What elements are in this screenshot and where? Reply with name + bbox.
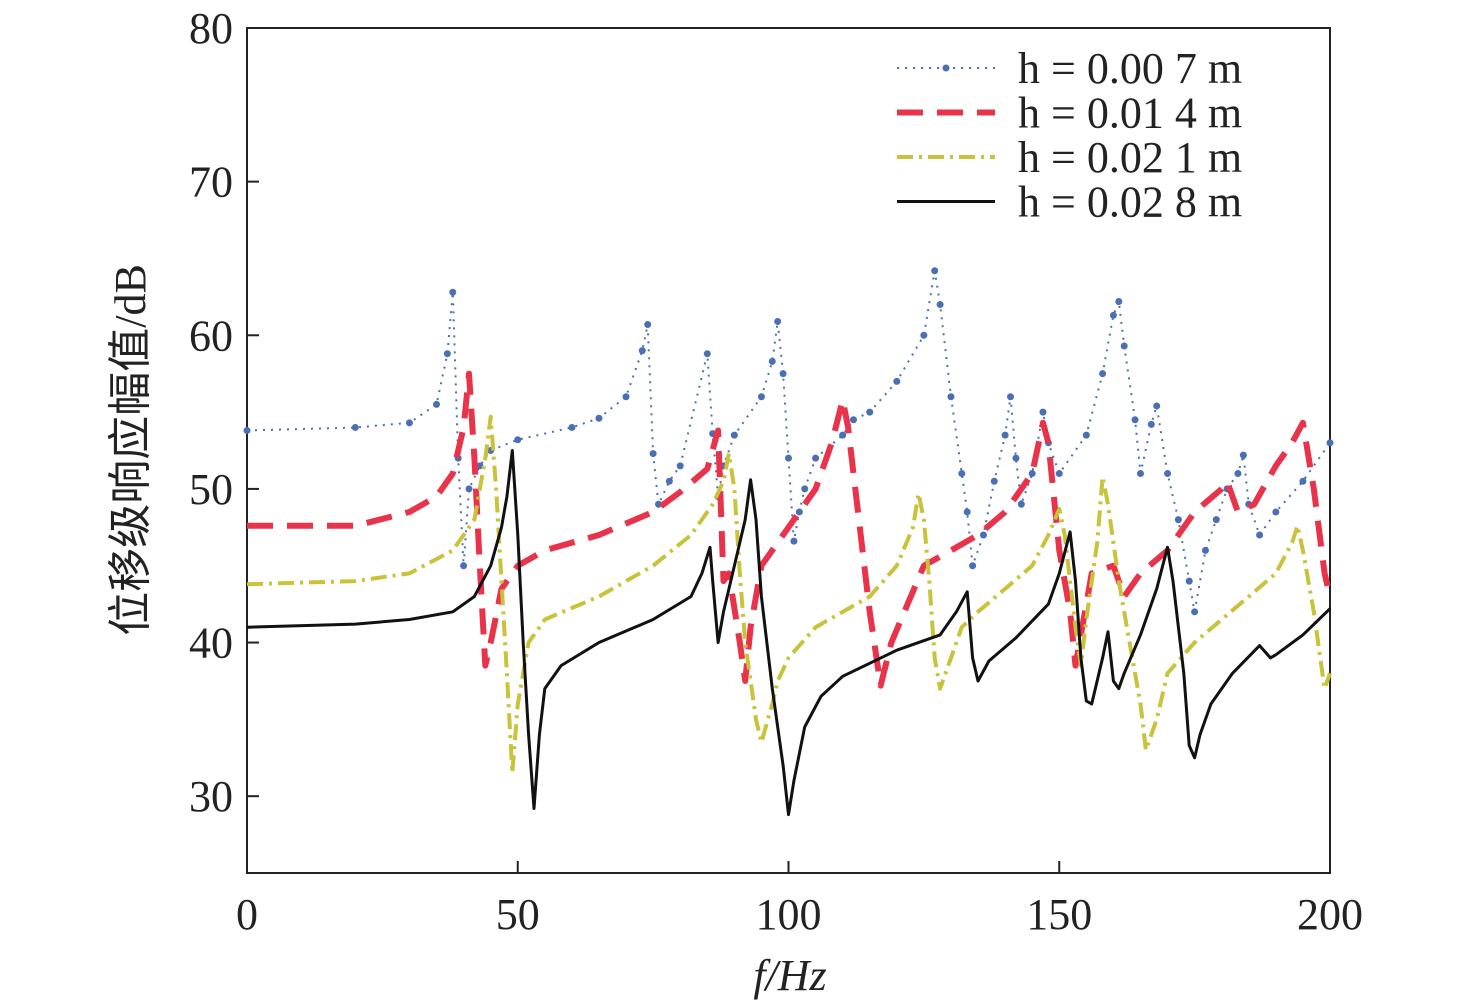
data-point (1239, 451, 1247, 459)
data-point (785, 454, 792, 462)
data-point (779, 370, 787, 378)
data-point (1164, 470, 1172, 478)
data-point (1115, 297, 1123, 305)
data-point (1039, 408, 1047, 416)
y-tick-label: 60 (189, 311, 233, 360)
data-point (644, 321, 652, 329)
data-point (622, 393, 630, 401)
legend-label: h = 0.00 7 m (1018, 44, 1242, 93)
data-point (514, 436, 522, 444)
data-point (1007, 393, 1015, 401)
data-point (1153, 402, 1161, 410)
data-point (351, 423, 359, 431)
y-tick-label: 50 (189, 465, 233, 514)
data-point (757, 393, 765, 401)
x-tick-label: 150 (1026, 890, 1092, 939)
y-tick-label: 70 (189, 158, 233, 207)
data-point (920, 331, 928, 339)
data-point (1256, 531, 1264, 539)
y-tick-label: 40 (189, 619, 233, 668)
data-point (460, 562, 468, 570)
data-point (730, 431, 738, 439)
data-point (595, 414, 603, 422)
data-point (969, 562, 977, 570)
data-point (1234, 470, 1242, 478)
data-point (1012, 454, 1020, 462)
data-point (568, 423, 576, 431)
legend-label: h = 0.02 8 m (1018, 178, 1242, 227)
y-axis-label: 位移级响应幅值/dB (106, 264, 155, 636)
data-point (665, 477, 673, 485)
data-point (1201, 546, 1209, 554)
data-point (893, 377, 901, 385)
x-tick-label: 100 (756, 890, 822, 939)
data-point (243, 427, 251, 435)
data-point (638, 347, 646, 355)
data-point (812, 454, 820, 462)
x-tick-label: 0 (236, 890, 258, 939)
data-point (405, 419, 413, 427)
data-point (649, 450, 657, 458)
x-tick-label: 200 (1297, 890, 1363, 939)
data-point (958, 470, 966, 478)
series-line (247, 370, 1333, 689)
data-point (866, 408, 874, 416)
data-point (1299, 477, 1307, 485)
data-point (931, 267, 939, 275)
data-point (1017, 500, 1025, 508)
data-point (676, 462, 684, 470)
y-tick-label: 30 (189, 772, 233, 821)
data-point (1120, 342, 1128, 350)
data-point (774, 317, 782, 325)
data-point (979, 531, 987, 539)
x-axis-label: f/Hz (753, 951, 826, 1000)
data-point (1082, 431, 1090, 439)
x-tick-label: 50 (496, 890, 540, 939)
data-point (1185, 577, 1193, 585)
data-point (1147, 420, 1155, 428)
data-point (963, 508, 971, 516)
data-point (1001, 431, 1009, 439)
data-point (1055, 470, 1063, 478)
data-point (1272, 508, 1280, 516)
data-point (947, 393, 955, 401)
data-point (476, 462, 484, 470)
data-point (1174, 516, 1182, 524)
data-point (839, 431, 847, 439)
data-point (655, 500, 663, 508)
data-point (433, 400, 441, 408)
data-point (1191, 608, 1199, 616)
data-point (1131, 416, 1139, 424)
data-point (849, 416, 857, 424)
data-point (768, 357, 776, 365)
data-point (990, 477, 998, 485)
data-point (936, 301, 944, 309)
series-line (246, 449, 1332, 817)
data-point (443, 350, 451, 358)
legend-marker (942, 64, 950, 72)
data-point (449, 288, 457, 296)
data-point (1109, 311, 1117, 319)
data-point (1136, 470, 1144, 478)
data-point (1326, 439, 1334, 447)
data-point (703, 350, 711, 358)
data-point (790, 537, 798, 545)
data-point (1099, 370, 1107, 378)
legend-label: h = 0.02 1 m (1018, 133, 1242, 182)
y-tick-label: 80 (189, 4, 233, 53)
data-point (795, 508, 803, 516)
legend-label: h = 0.01 4 m (1018, 89, 1242, 138)
data-point (801, 485, 809, 493)
data-point (1028, 470, 1036, 478)
data-point (465, 485, 473, 493)
series-line (246, 414, 1332, 776)
series-line (246, 269, 1331, 613)
data-point (1212, 516, 1220, 524)
